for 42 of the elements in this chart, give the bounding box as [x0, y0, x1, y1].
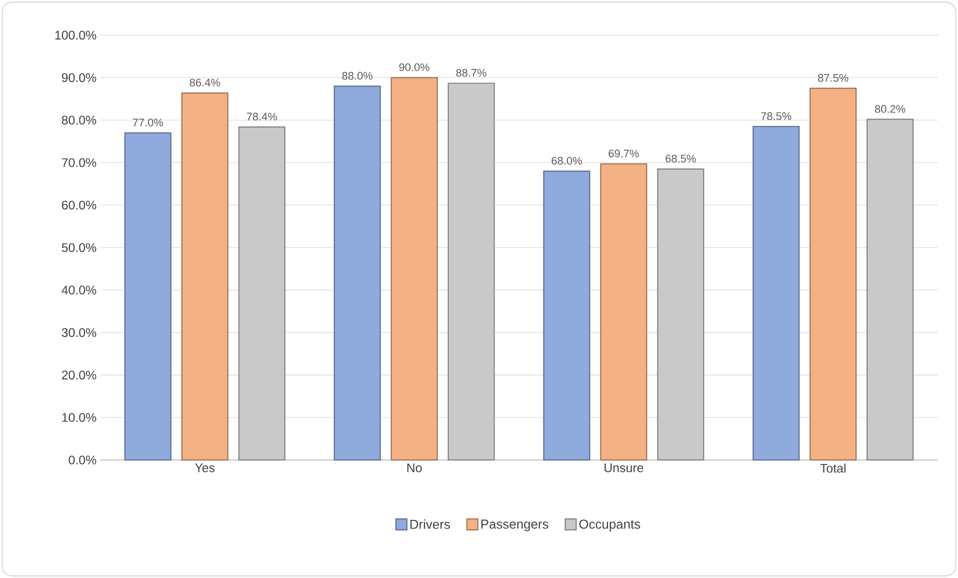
data-label: 80.2% — [875, 104, 906, 113]
y-tick-label: 30.0% — [62, 328, 96, 337]
data-label: 86.4% — [190, 78, 220, 86]
y-tick-label: 60.0% — [62, 200, 96, 210]
data-label: 78.5% — [761, 112, 792, 120]
data-label: 77.0% — [132, 118, 164, 126]
bar — [543, 170, 590, 460]
bar — [448, 82, 495, 460]
bar — [810, 88, 857, 460]
bar — [124, 132, 172, 460]
data-label: 88.7% — [456, 68, 486, 77]
y-tick-label: 70.0% — [62, 158, 96, 167]
data-label: 88.0% — [342, 72, 372, 80]
legend-label: Occupants — [579, 520, 640, 532]
legend-label: Passengers — [481, 520, 548, 532]
x-tick-label: Total — [820, 463, 846, 473]
bar — [600, 163, 648, 460]
data-label: 68.0% — [552, 156, 582, 165]
x-tick-label: Yes — [194, 463, 215, 472]
y-tick-label: 90.0% — [62, 73, 96, 82]
legend-label: Drivers — [410, 519, 450, 529]
bar — [657, 168, 704, 460]
y-tick-label: 80.0% — [62, 116, 96, 124]
bar — [752, 126, 800, 460]
bar — [238, 126, 286, 460]
data-label: 68.5% — [666, 154, 696, 162]
x-tick-label: No — [407, 463, 422, 472]
bar — [334, 86, 381, 460]
bar — [390, 77, 438, 460]
y-tick-label: 40.0% — [62, 286, 96, 294]
bar — [866, 118, 914, 460]
y-tick-label: 20.0% — [62, 370, 96, 380]
y-tick-label: 10.0% — [62, 413, 96, 422]
data-label: 87.5% — [818, 74, 848, 82]
data-label: 90.0% — [399, 63, 430, 72]
y-tick-label: 100.0% — [55, 30, 96, 40]
data-label: 69.7% — [608, 150, 639, 158]
data-label: 78.4% — [246, 112, 277, 120]
x-tick-label: Unsure — [604, 463, 644, 472]
y-tick-label: 50.0% — [62, 243, 96, 252]
y-tick-label: 0.0% — [68, 456, 96, 464]
bar — [181, 92, 228, 460]
